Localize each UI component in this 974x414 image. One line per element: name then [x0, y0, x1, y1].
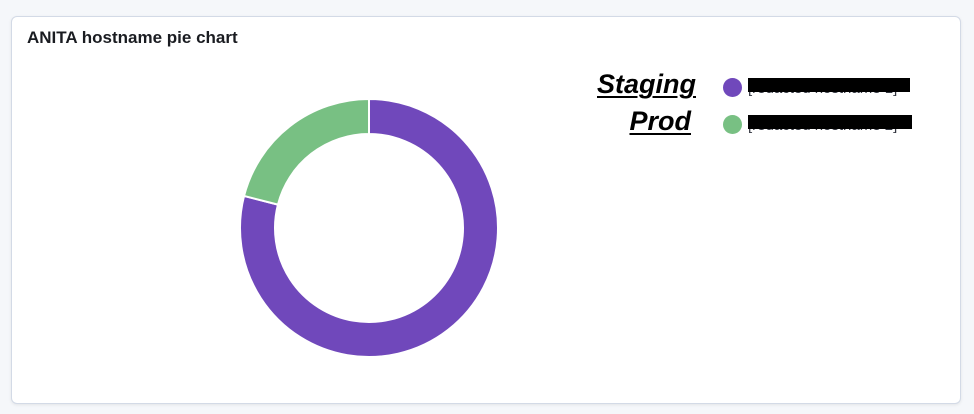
legend-swatch-1[interactable] [723, 78, 742, 97]
annotation-prod: Prod [629, 106, 691, 136]
legend-swatch-2[interactable] [723, 115, 742, 134]
donut-slice-2[interactable] [242, 97, 370, 206]
legend-redaction-1 [748, 78, 910, 92]
legend-redaction-2 [748, 115, 912, 129]
panel-title: ANITA hostname pie chart [27, 28, 238, 47]
annotation-staging: Staging [597, 69, 696, 99]
donut-slice-1[interactable] [239, 97, 499, 358]
